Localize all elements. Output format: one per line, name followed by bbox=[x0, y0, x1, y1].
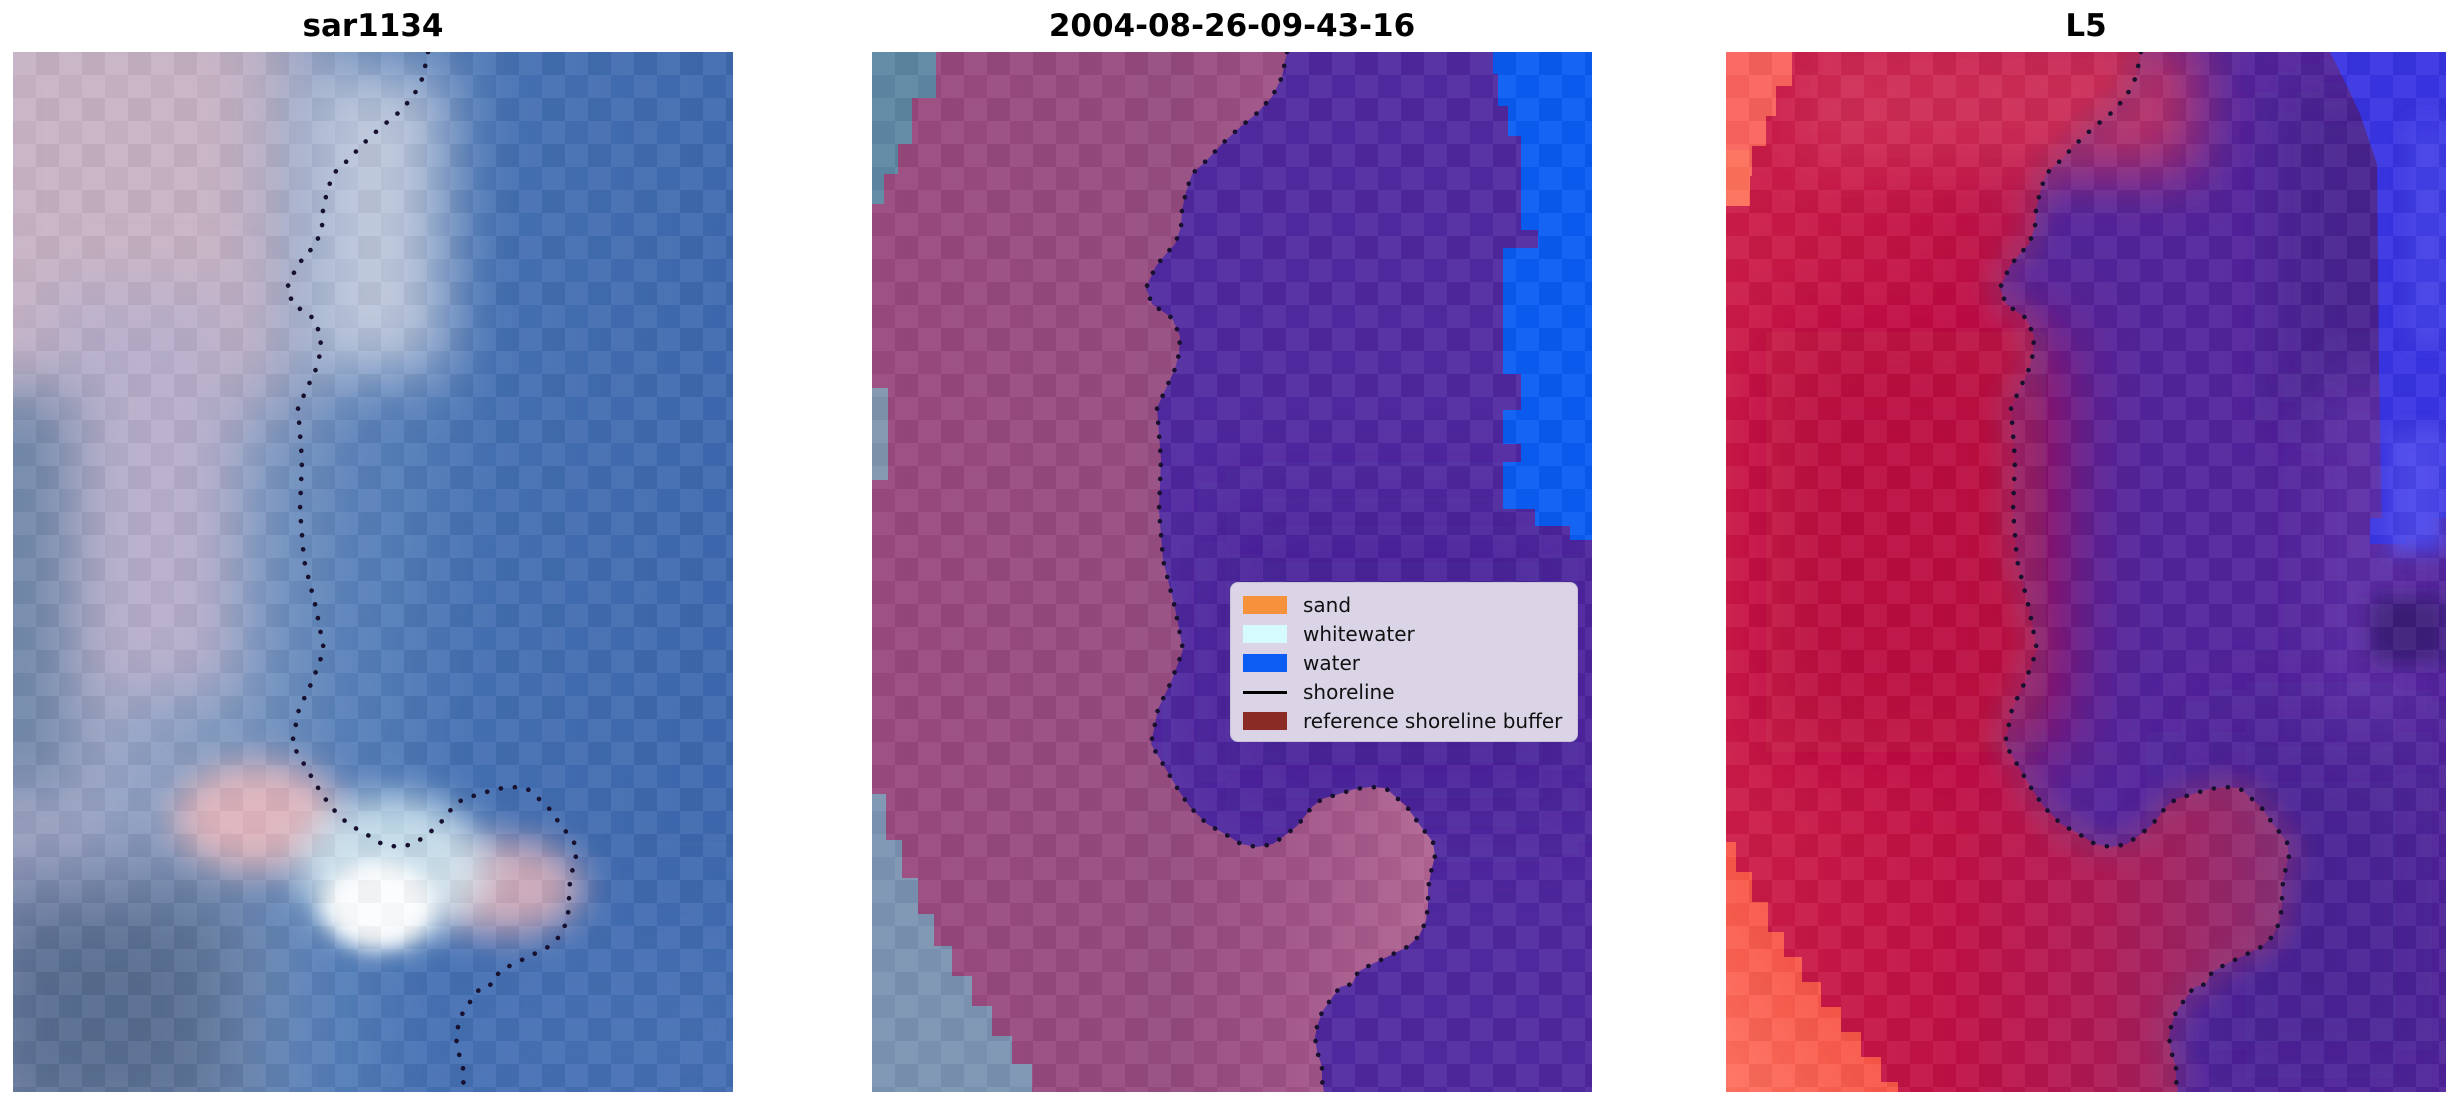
legend-label-sand: sand bbox=[1303, 593, 1352, 617]
buffer-swatch bbox=[1243, 712, 1287, 730]
legend-label-water: water bbox=[1303, 651, 1360, 675]
panel-title-l5: L5 bbox=[2065, 8, 2107, 44]
legend-label-whitewater: whitewater bbox=[1303, 622, 1415, 646]
legend-row-sand: sand bbox=[1243, 592, 1565, 618]
water-swatch bbox=[1243, 654, 1287, 672]
panel-image-sar1134 bbox=[13, 52, 733, 1092]
legend: sand whitewater water shoreline referenc… bbox=[1230, 582, 1578, 742]
panel-title-date: 2004-08-26-09-43-16 bbox=[1048, 8, 1416, 44]
legend-row-buffer: reference shoreline buffer bbox=[1243, 708, 1565, 734]
l5-image-svg bbox=[1726, 52, 2446, 1092]
panel-image-l5 bbox=[1726, 52, 2446, 1092]
legend-row-water: water bbox=[1243, 650, 1565, 676]
panel-image-classified: sand whitewater water shoreline referenc… bbox=[872, 52, 1592, 1092]
shoreline-line-swatch bbox=[1243, 690, 1287, 694]
pixelation-overlay bbox=[1726, 52, 2446, 1092]
classified-image-svg bbox=[872, 52, 1592, 1092]
sar-image-svg bbox=[13, 52, 733, 1092]
legend-label-buffer: reference shoreline buffer bbox=[1303, 709, 1563, 733]
pixelation-overlay bbox=[13, 52, 733, 1092]
panel-title-sar1134: sar1134 bbox=[302, 8, 444, 44]
sand-swatch bbox=[1243, 596, 1287, 614]
pixelation-overlay bbox=[872, 52, 1592, 1092]
whitewater-swatch bbox=[1243, 625, 1287, 643]
legend-row-shoreline: shoreline bbox=[1243, 679, 1565, 705]
legend-label-shoreline: shoreline bbox=[1303, 680, 1395, 704]
legend-row-whitewater: whitewater bbox=[1243, 621, 1565, 647]
